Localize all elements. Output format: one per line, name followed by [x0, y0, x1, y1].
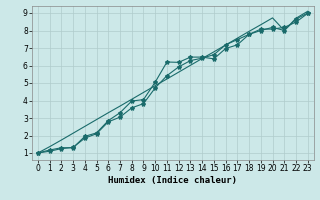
X-axis label: Humidex (Indice chaleur): Humidex (Indice chaleur) [108, 176, 237, 185]
